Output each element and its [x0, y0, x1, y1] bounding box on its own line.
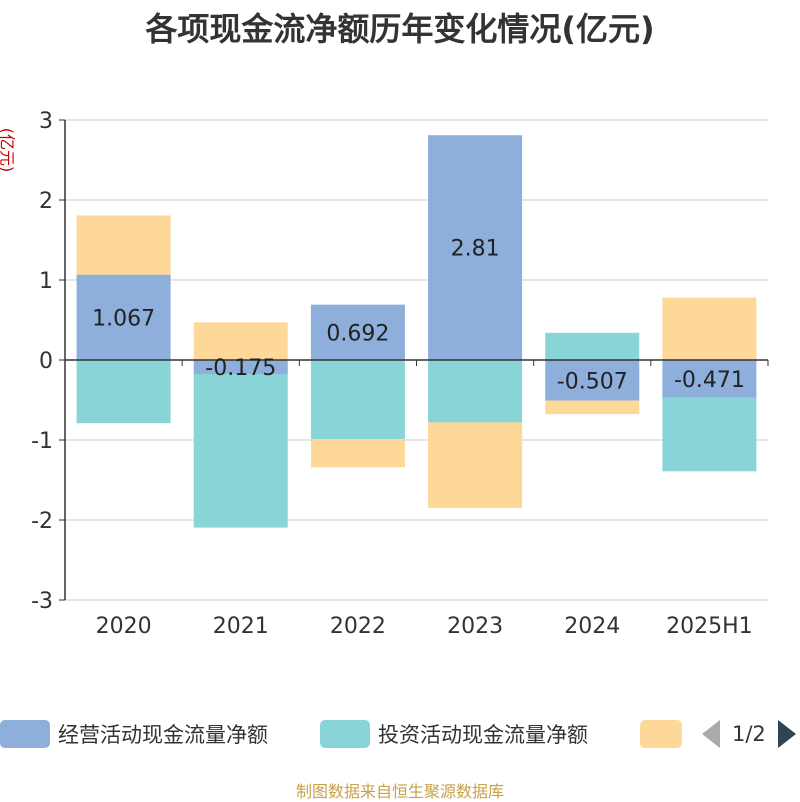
legend-item-operating[interactable]: 经营活动现金流量净额 — [0, 714, 268, 754]
y-tick-label: -1 — [31, 429, 53, 454]
bar-operating-2024 — [545, 360, 640, 401]
chart-title: 各项现金流净额历年变化情况(亿元) — [145, 10, 655, 48]
x-tick-label: 2022 — [330, 614, 386, 639]
data-label-operating: -0.175 — [205, 356, 276, 381]
data-source-note: 制图数据来自恒生聚源数据库 — [295, 782, 504, 801]
y-tick-label: -3 — [31, 589, 53, 614]
x-tick-label: 2024 — [564, 614, 620, 639]
data-label-operating: -0.507 — [557, 369, 628, 394]
y-tick-label: 2 — [39, 189, 53, 214]
bar-investing-2025H1 — [662, 397, 757, 472]
legend-swatch-operating — [0, 720, 50, 748]
y-tick-label: 1 — [39, 269, 53, 294]
legend-swatch-investing — [320, 720, 370, 748]
legend-item-third[interactable] — [640, 714, 690, 754]
legend-next-page-icon[interactable] — [777, 720, 796, 748]
y-tick-label: -2 — [31, 509, 53, 534]
bar-third-2020 — [76, 215, 171, 275]
y-tick-label: 3 — [39, 109, 53, 134]
bar-third-2025H1 — [662, 297, 757, 360]
bar-investing-2024 — [545, 332, 640, 360]
bar-operating-2021 — [193, 360, 288, 374]
bar-operating-2025H1 — [662, 360, 757, 398]
bar-third-2021 — [193, 322, 288, 360]
bar-investing-2022 — [310, 360, 405, 440]
bar-operating-2020 — [76, 274, 171, 360]
bar-operating-2023 — [428, 135, 523, 360]
bar-investing-2023 — [428, 360, 523, 423]
data-label-operating: 2.81 — [451, 237, 500, 262]
cashflow-bar-chart: 3 2 1 0 -1 -2 -3 2020 2021 2022 2023 2024 2025H1 1.06… — [31, 109, 769, 639]
x-tick-label: 2023 — [447, 614, 503, 639]
legend-prev-page-icon[interactable] — [702, 720, 720, 748]
legend-label-operating: 经营活动现金流量净额 — [58, 723, 268, 747]
legend-page-indicator: 1/2 — [732, 722, 766, 746]
legend-label-investing: 投资活动现金流量净额 — [378, 723, 588, 747]
bar-third-2024 — [545, 400, 640, 415]
y-tick-label: 0 — [39, 349, 53, 374]
x-tick-label: 2020 — [96, 614, 152, 639]
x-tick-label: 2025H1 — [666, 614, 753, 639]
legend-pager: 1/2 — [702, 714, 796, 754]
x-tick-label: 2021 — [213, 614, 269, 639]
bar-third-2023 — [428, 422, 523, 508]
bar-investing-2021 — [193, 374, 288, 528]
legend: 经营活动现金流量净额 投资活动现金流量净额 1/2 — [0, 714, 800, 754]
data-label-operating: 0.692 — [326, 321, 389, 346]
bar-third-2022 — [310, 439, 405, 468]
legend-swatch-third — [640, 720, 682, 748]
bar-operating-2022 — [310, 304, 405, 360]
legend-item-investing[interactable]: 投资活动现金流量净额 — [320, 714, 588, 754]
bar-investing-2020 — [76, 360, 171, 424]
data-label-operating: -0.471 — [674, 368, 745, 393]
data-label-operating: 1.067 — [92, 306, 155, 331]
